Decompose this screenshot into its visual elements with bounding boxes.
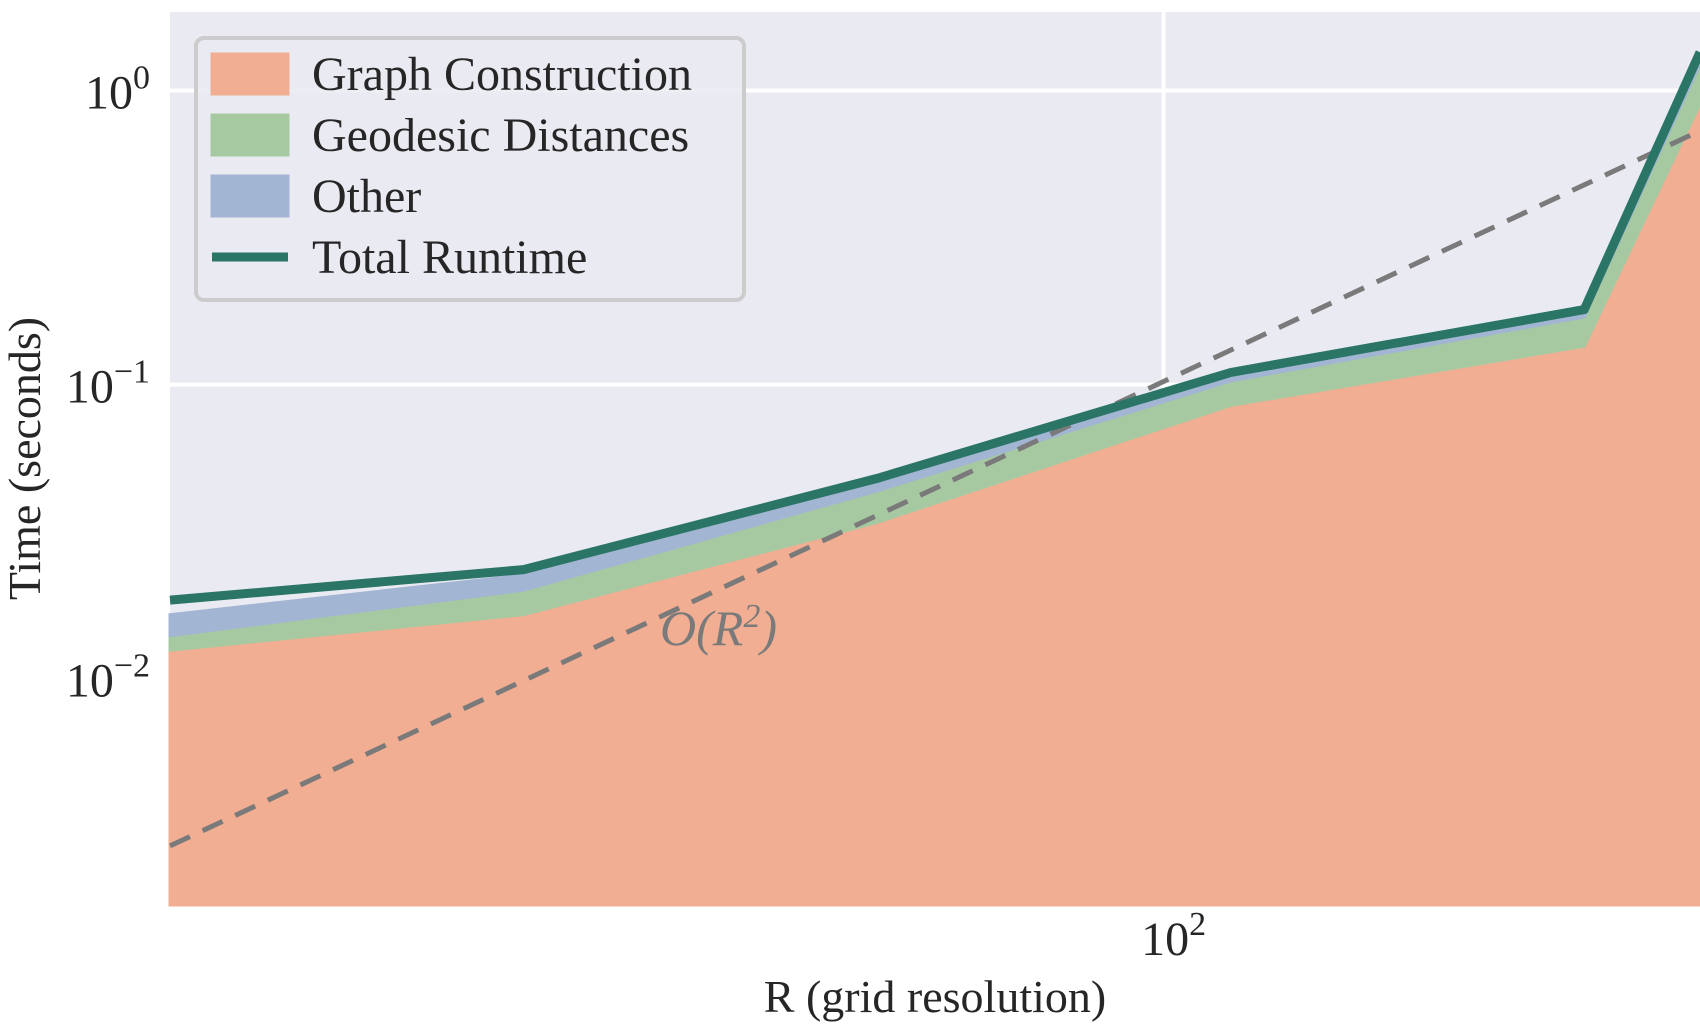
- total-lines: [169, 50, 1700, 605]
- legend: Graph Construction Geodesic Distances Othe…: [194, 36, 746, 302]
- reference-line-group: O(R2): [168, 128, 1700, 849]
- legend-swatch: [210, 174, 290, 218]
- legend-label: Other: [312, 170, 421, 223]
- y-tick-label: 100: [85, 60, 150, 120]
- x-tick-label: 102: [1141, 906, 1206, 966]
- legend-swatch: [210, 52, 290, 96]
- reference-line: [168, 128, 1700, 849]
- legend-label: Graph Construction: [312, 48, 692, 101]
- legend-frame: [194, 36, 746, 302]
- line-total-runtime: [169, 50, 1700, 605]
- reference-line-label: O(R2): [660, 598, 777, 656]
- y-tick-labels: 100 10−1 10−2: [66, 60, 150, 708]
- y-axis-label: Time (seconds): [0, 317, 50, 600]
- legend-label: Total Runtime: [312, 231, 587, 284]
- legend-label: Geodesic Distances: [312, 109, 689, 162]
- y-tick-label: 10−1: [66, 354, 150, 414]
- legend-swatch: [210, 113, 290, 157]
- y-tick-label: 10−2: [66, 648, 150, 708]
- x-axis-label: R (grid resolution): [764, 971, 1106, 1022]
- x-tick-labels: 102: [1141, 906, 1206, 966]
